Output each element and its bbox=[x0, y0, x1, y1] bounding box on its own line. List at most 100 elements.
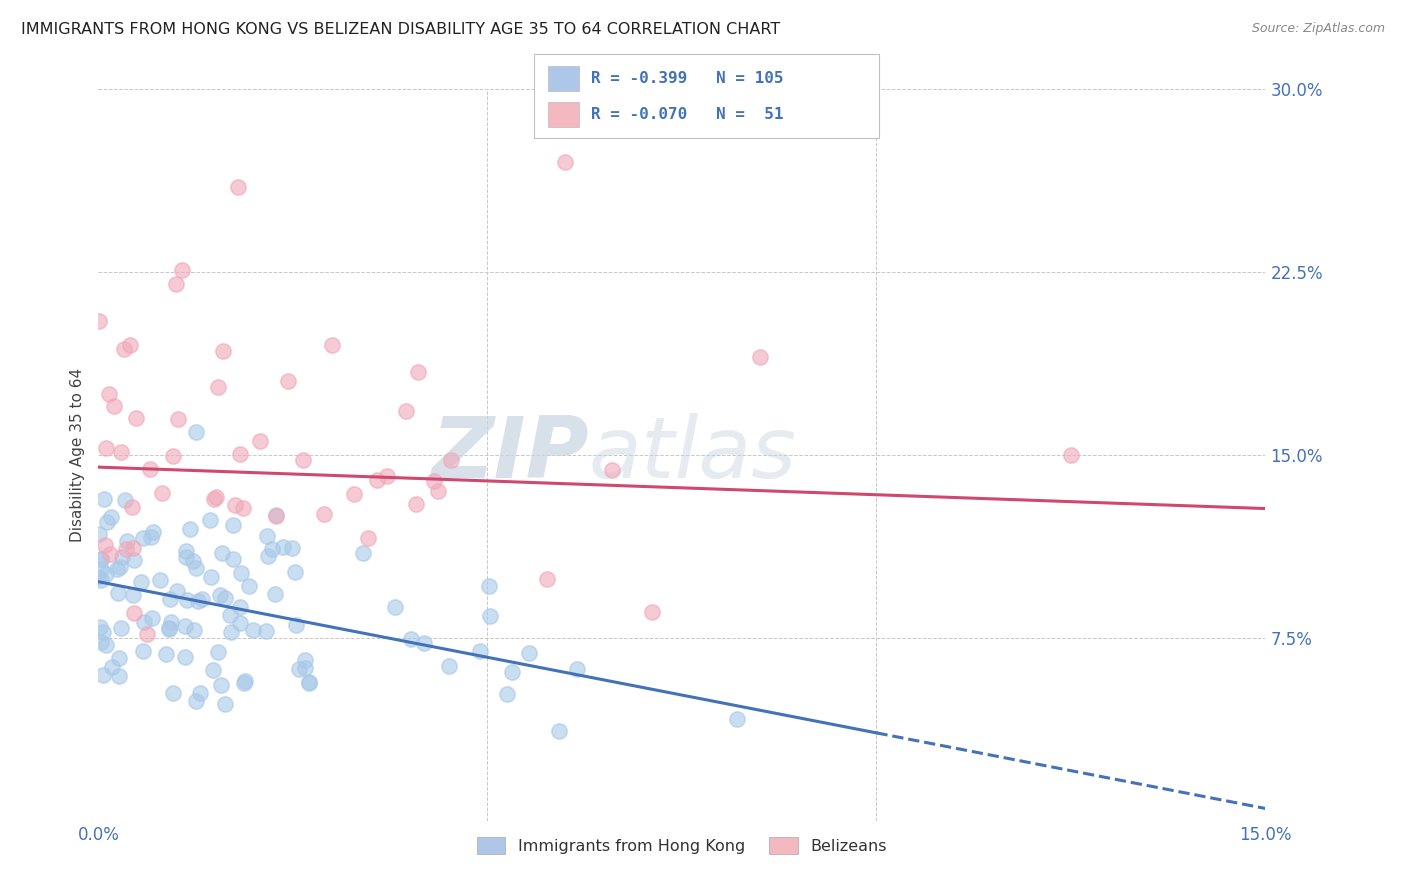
Point bbox=[132, 531, 155, 545]
Point bbox=[294, 661, 316, 675]
Point bbox=[725, 712, 748, 726]
Point bbox=[122, 541, 145, 556]
Point bbox=[162, 449, 184, 463]
Point bbox=[101, 660, 124, 674]
Point bbox=[188, 686, 211, 700]
Point bbox=[107, 651, 129, 665]
Point bbox=[281, 541, 304, 555]
Point bbox=[198, 513, 221, 527]
Point bbox=[155, 647, 177, 661]
Point bbox=[748, 351, 770, 365]
Point bbox=[93, 491, 115, 506]
Point bbox=[89, 620, 111, 634]
Text: Source: ZipAtlas.com: Source: ZipAtlas.com bbox=[1251, 22, 1385, 36]
Point bbox=[233, 673, 256, 688]
Point bbox=[122, 588, 145, 602]
Point bbox=[165, 277, 187, 292]
Point bbox=[96, 515, 118, 529]
Point bbox=[148, 573, 170, 587]
Point bbox=[167, 412, 190, 426]
Point bbox=[91, 624, 114, 639]
Point bbox=[110, 445, 132, 459]
Point bbox=[257, 549, 280, 563]
Point bbox=[496, 687, 519, 701]
Point bbox=[142, 524, 165, 539]
Point bbox=[284, 565, 307, 579]
Point bbox=[219, 607, 242, 622]
Point bbox=[357, 531, 380, 545]
Point bbox=[87, 314, 110, 328]
Point bbox=[184, 425, 207, 439]
Point bbox=[271, 540, 294, 554]
Point bbox=[181, 554, 204, 568]
Point bbox=[110, 549, 132, 564]
Point bbox=[132, 615, 155, 629]
Point bbox=[321, 338, 343, 352]
Point bbox=[107, 586, 129, 600]
Point bbox=[399, 632, 422, 646]
Point bbox=[422, 474, 444, 488]
Point bbox=[157, 622, 180, 636]
Point bbox=[437, 659, 460, 673]
Point bbox=[201, 663, 224, 677]
Point bbox=[427, 483, 450, 498]
Text: R = -0.399   N = 105: R = -0.399 N = 105 bbox=[591, 71, 783, 86]
Point bbox=[115, 534, 138, 549]
Point bbox=[211, 546, 233, 560]
Point bbox=[135, 626, 157, 640]
Point bbox=[90, 552, 112, 566]
Point bbox=[264, 508, 287, 522]
Point bbox=[141, 611, 163, 625]
Point bbox=[229, 566, 252, 581]
Point bbox=[91, 668, 114, 682]
Point bbox=[312, 507, 335, 521]
Point bbox=[159, 615, 181, 629]
Point bbox=[100, 510, 122, 524]
Point bbox=[294, 652, 316, 666]
Point bbox=[209, 678, 232, 692]
Point bbox=[600, 463, 623, 477]
Point bbox=[232, 501, 254, 516]
Point bbox=[93, 538, 115, 552]
Point bbox=[287, 662, 309, 676]
Point bbox=[183, 623, 205, 637]
Point bbox=[384, 600, 406, 615]
Point bbox=[150, 486, 173, 500]
Point bbox=[124, 553, 146, 567]
Point bbox=[114, 541, 136, 556]
Point bbox=[94, 566, 117, 581]
Point bbox=[166, 583, 188, 598]
Point bbox=[172, 263, 194, 277]
Point bbox=[439, 452, 461, 467]
Point bbox=[214, 697, 236, 711]
Point bbox=[1060, 448, 1083, 462]
Point bbox=[228, 447, 250, 461]
Point bbox=[224, 498, 246, 512]
Point bbox=[207, 645, 229, 659]
Point bbox=[187, 594, 209, 608]
Point bbox=[214, 591, 236, 605]
Point bbox=[184, 694, 207, 708]
Point bbox=[174, 543, 197, 558]
Point bbox=[108, 669, 131, 683]
Point bbox=[87, 526, 110, 541]
Point bbox=[200, 569, 222, 583]
Point bbox=[292, 453, 315, 467]
Point bbox=[212, 343, 235, 358]
Point bbox=[174, 649, 197, 664]
Point bbox=[536, 572, 558, 586]
Point bbox=[186, 560, 208, 574]
Point bbox=[249, 434, 271, 449]
Point bbox=[132, 643, 155, 657]
Point bbox=[238, 578, 260, 592]
Point bbox=[139, 462, 162, 476]
Point bbox=[124, 410, 146, 425]
Point bbox=[548, 724, 571, 739]
Point bbox=[478, 609, 501, 624]
Point bbox=[219, 625, 242, 640]
Point bbox=[98, 387, 121, 401]
Point bbox=[221, 517, 243, 532]
Point bbox=[565, 662, 588, 676]
Point bbox=[352, 546, 374, 560]
Point bbox=[229, 600, 252, 615]
